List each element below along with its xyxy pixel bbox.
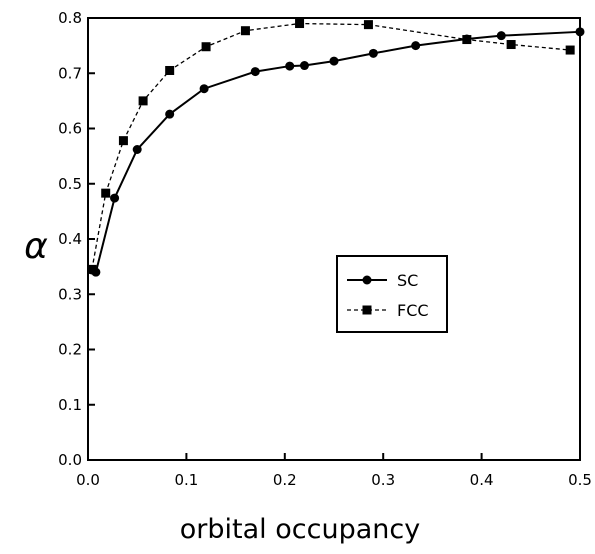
x-axis-label: orbital occupancy (180, 514, 420, 545)
y-tick-label: 0.7 (58, 64, 82, 82)
data-point (285, 61, 295, 71)
y-tick-label: 0.2 (58, 341, 82, 359)
x-tick-label: 0.5 (568, 471, 592, 489)
y-tick-label: 0.5 (58, 175, 82, 193)
x-tick-label: 0.4 (470, 471, 494, 489)
series-line (91, 22, 571, 270)
y-tick-label: 0.1 (58, 396, 82, 414)
legend-box (336, 255, 448, 333)
data-point (462, 35, 472, 45)
data-point (240, 26, 250, 36)
data-point (363, 20, 373, 30)
x-tick-label: 0.1 (174, 471, 198, 489)
data-point (199, 84, 209, 94)
y-tick-label: 0.6 (58, 120, 82, 138)
data-point (101, 188, 111, 198)
y-tick-label: 0.3 (58, 285, 82, 303)
data-point (565, 45, 575, 55)
legend-marker (362, 275, 372, 285)
data-point (250, 67, 260, 77)
y-tick-label: 0.8 (58, 9, 82, 27)
data-point (411, 41, 421, 51)
y-tick-label: 0.0 (58, 451, 82, 469)
data-point (87, 264, 97, 274)
data-point (496, 31, 506, 41)
legend-marker (362, 305, 372, 315)
y-tick-label: 0.4 (58, 230, 82, 248)
data-point (138, 96, 148, 106)
x-tick-label: 0.3 (371, 471, 395, 489)
y-axis-label: α (24, 226, 48, 267)
x-tick-label: 0.0 (76, 471, 100, 489)
data-point (165, 65, 175, 75)
data-point (201, 42, 211, 52)
legend-label: SC (397, 271, 418, 290)
series-line (91, 30, 581, 274)
data-point (295, 19, 305, 29)
data-point (575, 27, 585, 37)
data-point (165, 109, 175, 119)
data-point (299, 61, 309, 71)
data-point (329, 56, 339, 66)
data-point (110, 193, 120, 203)
data-point (132, 144, 142, 154)
data-point (368, 48, 378, 58)
legend-label: FCC (397, 301, 429, 320)
plot-frame (87, 17, 581, 461)
x-tick-label: 0.2 (273, 471, 297, 489)
data-point (506, 40, 516, 50)
data-point (118, 136, 128, 146)
